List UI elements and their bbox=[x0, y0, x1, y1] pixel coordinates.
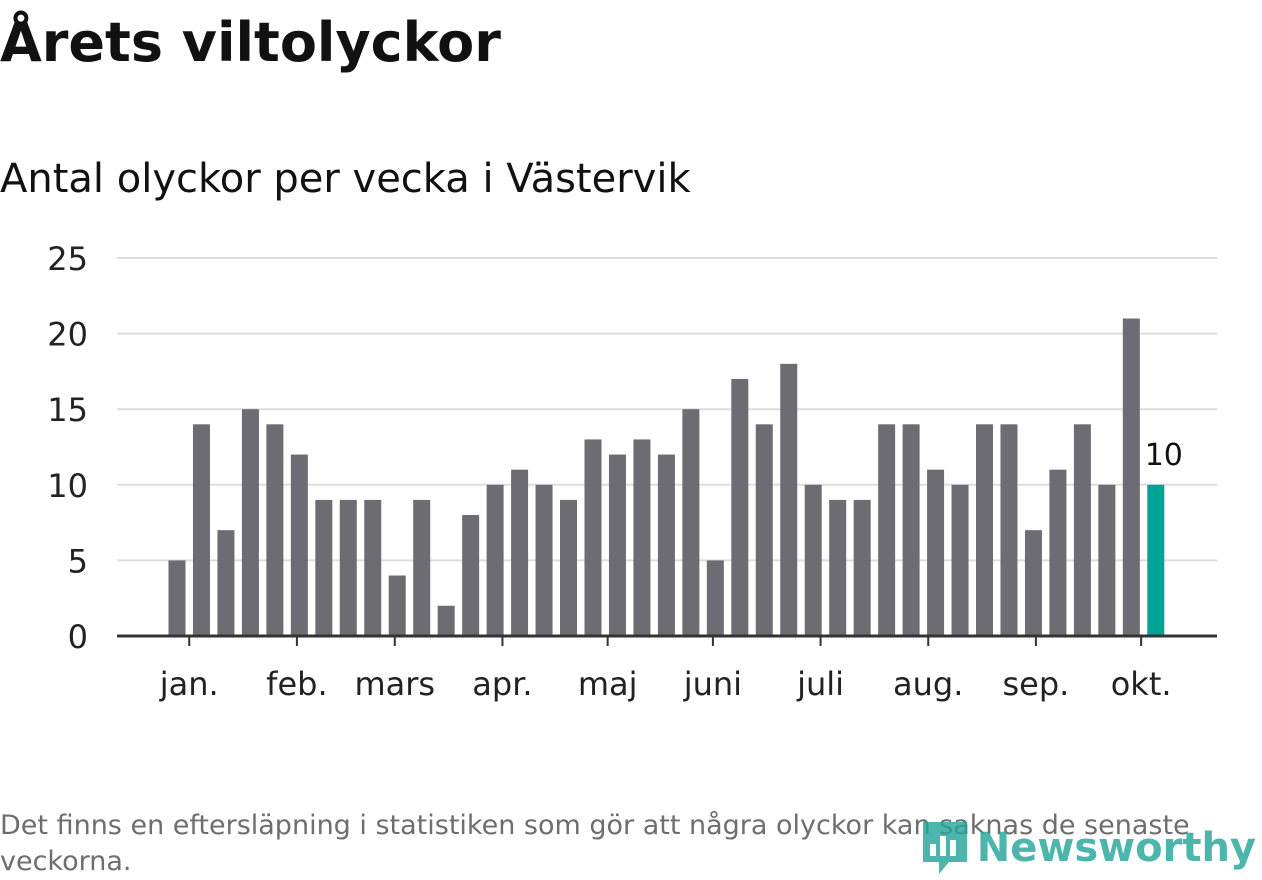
bar bbox=[486, 484, 504, 636]
x-tick-label: jan. bbox=[159, 665, 219, 703]
highlight-data-label: 10 bbox=[1145, 438, 1183, 473]
bar bbox=[1098, 484, 1116, 636]
bar bbox=[290, 454, 308, 636]
bar bbox=[731, 378, 749, 636]
bar bbox=[804, 484, 822, 636]
bar-chart: 0 5 10 15 20 25 jan. feb. mars apr. maj juni juli au… bbox=[47, 240, 1217, 703]
bar bbox=[388, 575, 406, 636]
bar bbox=[462, 515, 480, 636]
bar bbox=[682, 409, 700, 636]
x-tick-label: juni bbox=[683, 665, 742, 703]
bar bbox=[584, 439, 602, 636]
bar bbox=[780, 363, 798, 636]
bars bbox=[168, 318, 1165, 636]
bar bbox=[657, 454, 675, 636]
y-tick-label: 10 bbox=[47, 467, 88, 505]
bar bbox=[315, 499, 333, 636]
chart-title: Årets viltolyckor bbox=[0, 11, 501, 74]
bar bbox=[217, 530, 235, 636]
x-tick-label: mars bbox=[354, 665, 435, 703]
bar bbox=[853, 499, 871, 636]
x-tick-label: sep. bbox=[1002, 665, 1069, 703]
bar bbox=[633, 439, 651, 636]
y-tick-label: 15 bbox=[47, 391, 88, 429]
bar bbox=[364, 499, 382, 636]
bar bbox=[902, 424, 920, 636]
bar bbox=[608, 454, 626, 636]
y-axis-ticks: 0 5 10 15 20 25 bbox=[47, 240, 88, 656]
bar bbox=[1024, 530, 1042, 636]
y-tick-label: 20 bbox=[47, 316, 88, 354]
bar bbox=[560, 499, 578, 636]
bar bbox=[511, 469, 529, 636]
x-axis-ticks: jan. feb. mars apr. maj juni juli aug. sep. okt. bbox=[159, 636, 1172, 703]
bar bbox=[266, 424, 284, 636]
x-tick-label: juli bbox=[796, 665, 844, 703]
x-tick-label: aug. bbox=[893, 665, 963, 703]
bar bbox=[1122, 318, 1140, 636]
chart-subtitle: Antal olyckor per vecka i Västervik bbox=[0, 156, 691, 202]
bar bbox=[437, 605, 455, 636]
x-tick-label: feb. bbox=[266, 665, 327, 703]
bar bbox=[241, 409, 259, 636]
x-tick-label: maj bbox=[578, 665, 638, 703]
bar bbox=[878, 424, 896, 636]
bar-highlighted bbox=[1147, 484, 1165, 636]
y-tick-label: 25 bbox=[47, 240, 88, 278]
newsworthy-logo-icon bbox=[922, 822, 967, 874]
footnote: Det finns en eftersläpning i statistiken… bbox=[0, 810, 1190, 877]
bar bbox=[413, 499, 431, 636]
bar bbox=[706, 560, 724, 636]
bar bbox=[1049, 469, 1067, 636]
bar bbox=[951, 484, 969, 636]
data-labels: 10 bbox=[1142, 435, 1186, 476]
bar bbox=[1073, 424, 1091, 636]
x-tick-label: apr. bbox=[472, 665, 532, 703]
bar bbox=[976, 424, 994, 636]
bar bbox=[535, 484, 553, 636]
bar bbox=[339, 499, 357, 636]
bar bbox=[1000, 424, 1018, 636]
x-tick-label: okt. bbox=[1111, 665, 1172, 703]
logo-text: Newsworthy bbox=[976, 825, 1256, 871]
bar bbox=[829, 499, 847, 636]
newsworthy-logo: Newsworthy bbox=[919, 818, 1256, 878]
y-tick-label: 0 bbox=[68, 618, 88, 656]
bar bbox=[927, 469, 945, 636]
y-tick-label: 5 bbox=[68, 542, 88, 580]
bar bbox=[168, 560, 186, 636]
bar bbox=[755, 424, 773, 636]
bar bbox=[192, 424, 210, 636]
